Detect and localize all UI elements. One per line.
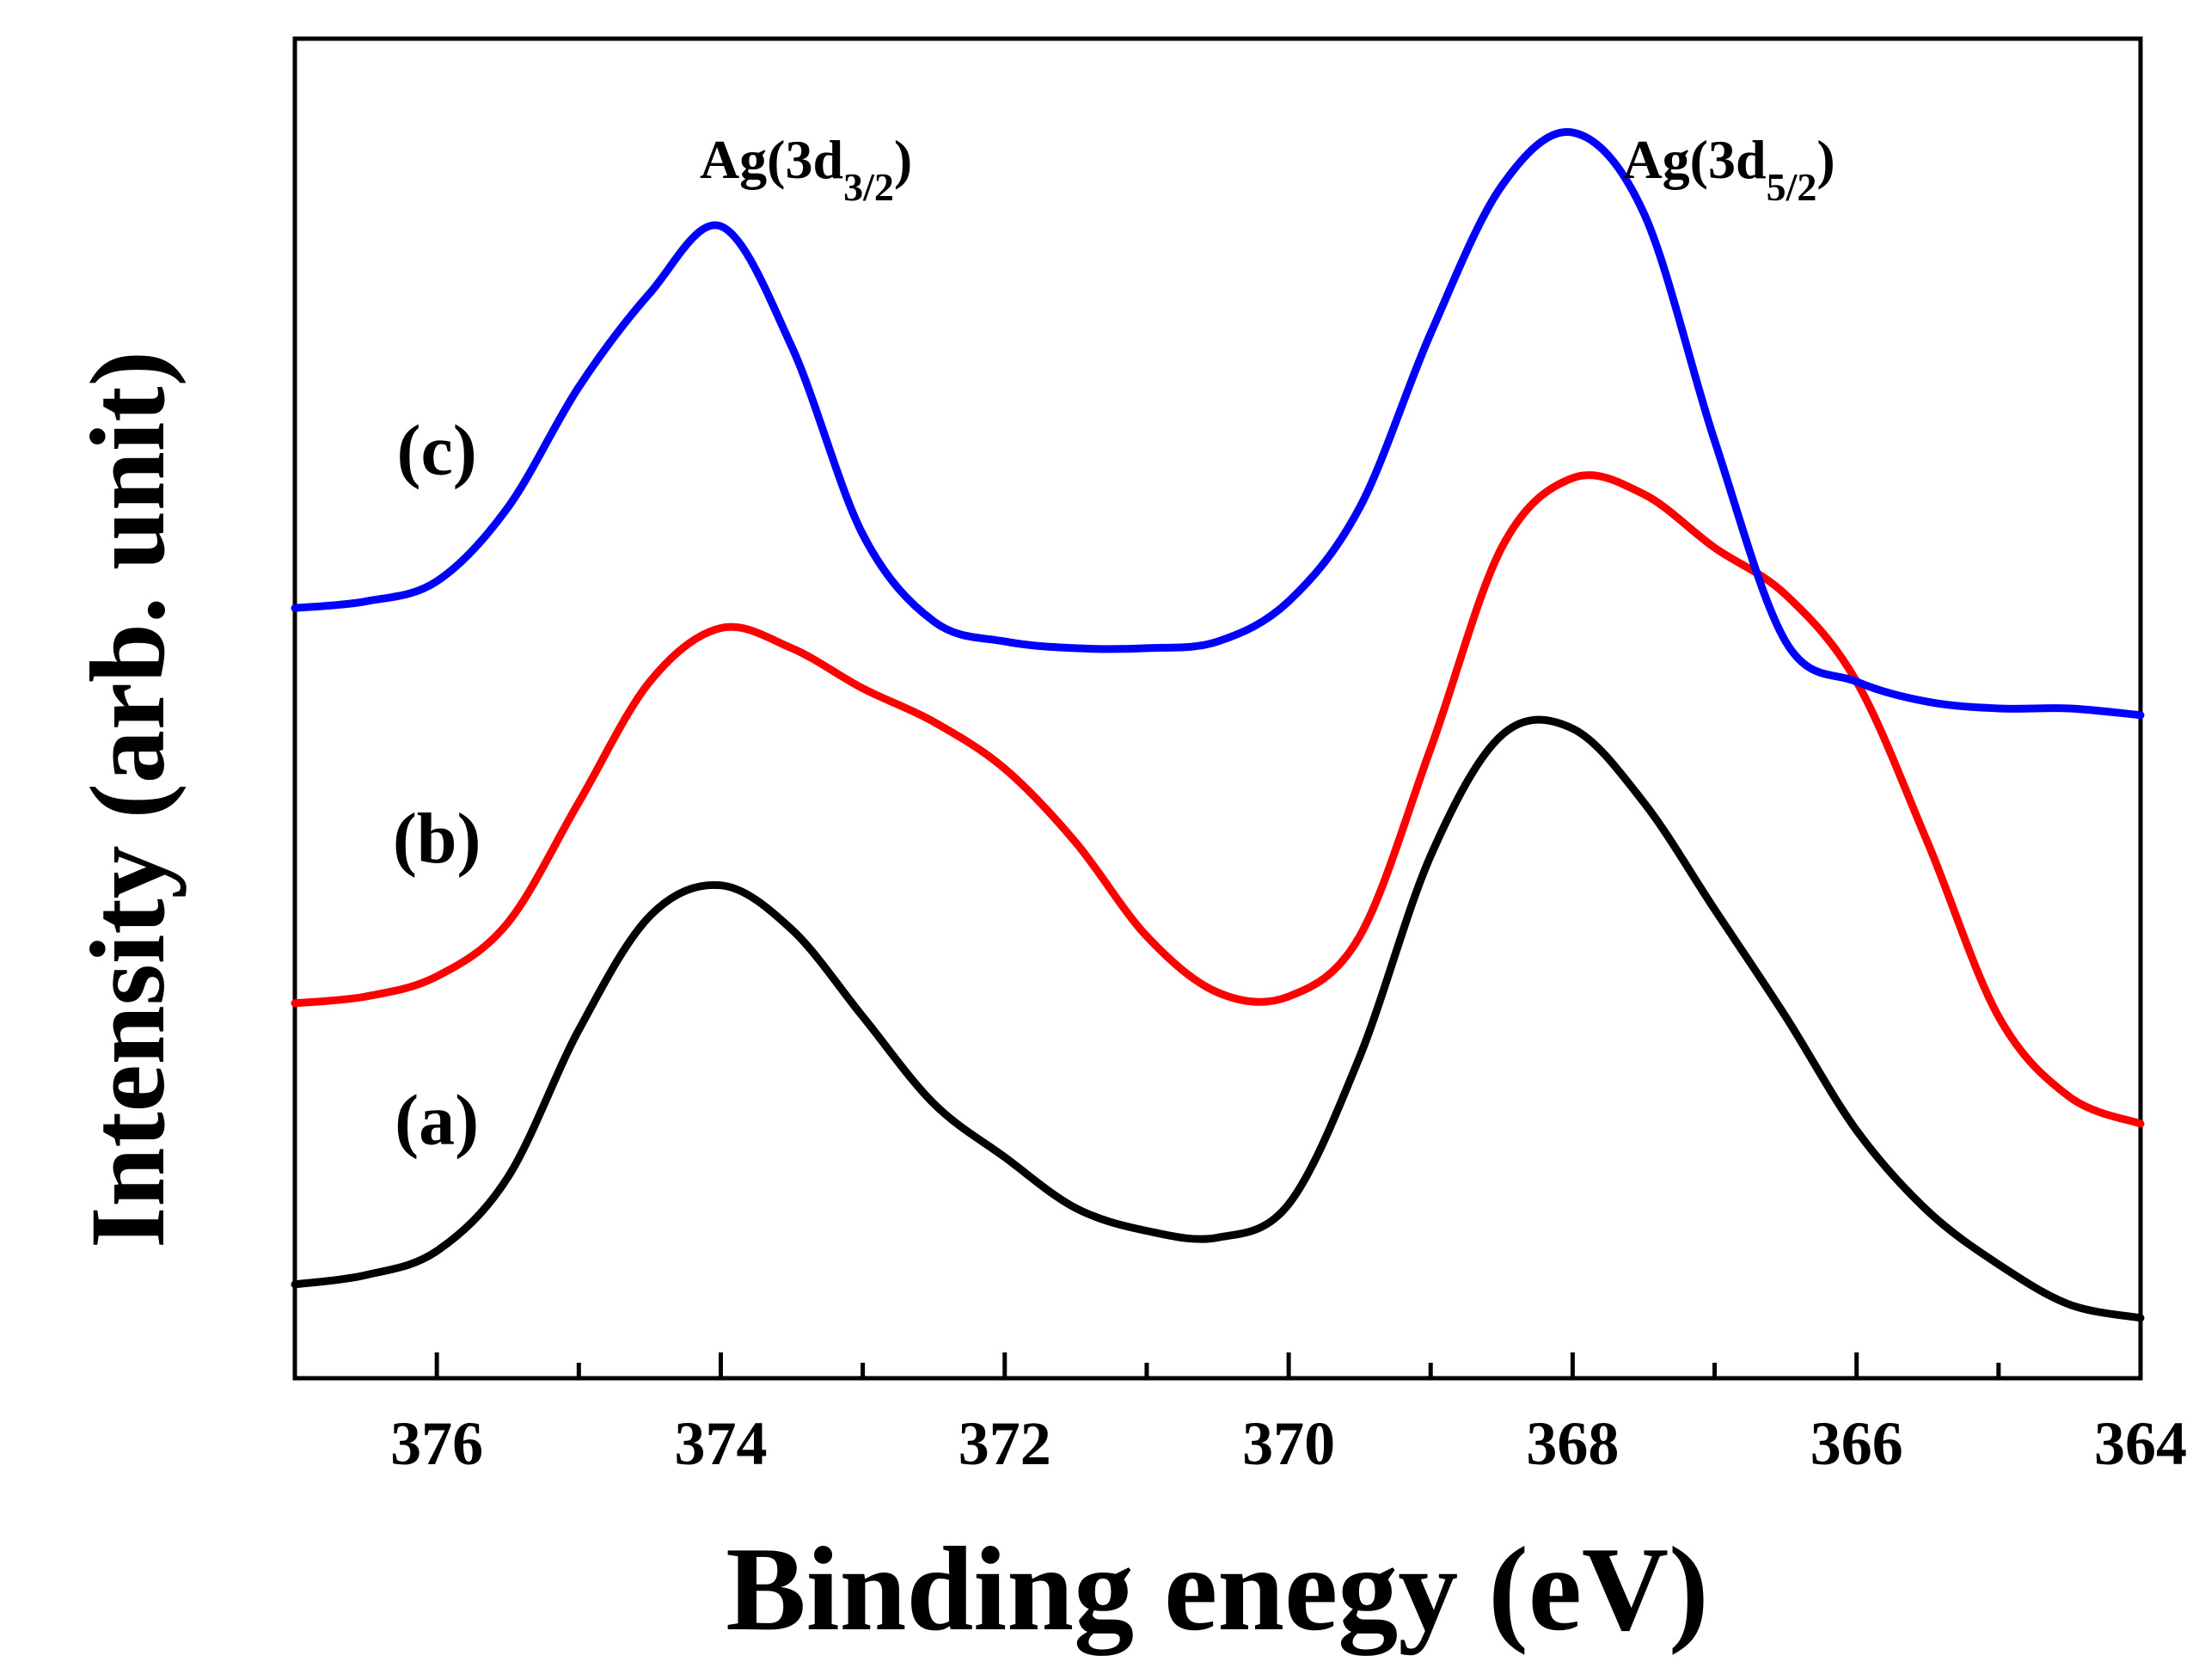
series-line-c — [291, 128, 2145, 720]
series-label-a: (a) — [395, 1080, 479, 1160]
series-label-b: (b) — [393, 799, 481, 879]
x-tick-label: 376 — [390, 1409, 483, 1478]
x-tick-label: 366 — [1810, 1409, 1903, 1478]
x-axis-title: Binding enegy (eV) — [726, 1523, 1708, 1656]
plot-frame — [292, 36, 2143, 1381]
x-tick-label: 364 — [2094, 1409, 2187, 1478]
series-line-a — [291, 715, 2145, 1322]
x-axis-tick-labels: 376 374 372 370 368 366 364 — [390, 1409, 2187, 1478]
x-axis-ticks — [292, 1352, 2143, 1378]
x-tick-label: 370 — [1242, 1409, 1335, 1478]
series-label-c: (c) — [397, 410, 477, 490]
peak-3d32-label: Ag(3d3/2) — [700, 129, 912, 209]
series-layer — [291, 128, 2145, 1322]
x-tick-label: 374 — [674, 1409, 767, 1478]
y-axis-title: Intensity (arb. unit) — [69, 351, 187, 1248]
series-line-b — [291, 471, 2145, 1128]
series-labels: (a) (b) (c) — [393, 410, 481, 1160]
x-tick-label: 368 — [1526, 1409, 1619, 1478]
peak-labels: Ag(3d3/2) Ag(3d5/2) — [700, 129, 1835, 209]
peak-3d52-label: Ag(3d5/2) — [1622, 129, 1835, 209]
x-tick-label: 372 — [959, 1409, 1051, 1478]
